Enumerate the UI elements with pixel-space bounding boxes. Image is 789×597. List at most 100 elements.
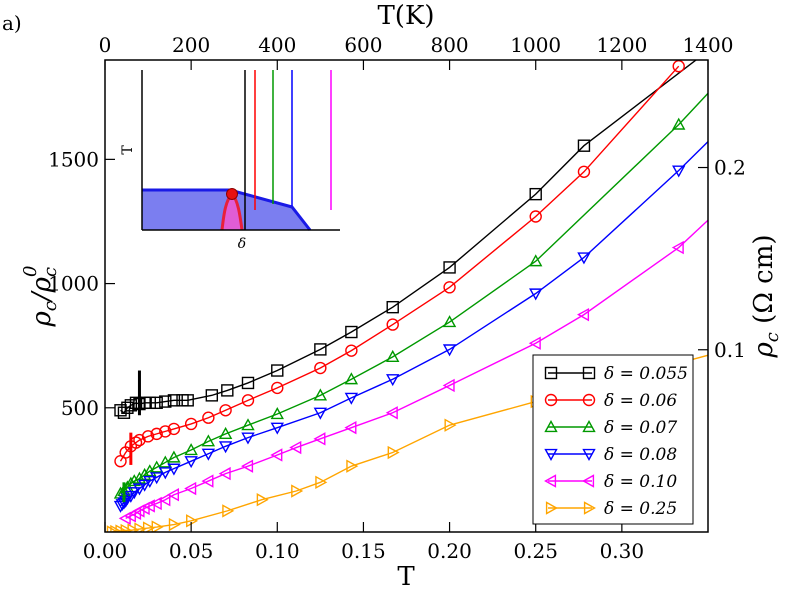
data-point: [256, 493, 269, 507]
top-x-tick-label: 600: [344, 33, 382, 57]
data-point: [270, 407, 284, 420]
vertical-marker-layer: [122, 370, 141, 503]
legend-marker: [582, 366, 596, 380]
x-tick-label: 0.00: [83, 539, 128, 563]
x-tick-label: 0.30: [600, 539, 645, 563]
data-point: [158, 467, 172, 480]
y-tick-label: 1000: [48, 272, 99, 296]
data-point: [184, 443, 198, 456]
y-label-sup: 0: [20, 266, 41, 277]
legend-entry: δ = 0.06: [544, 391, 677, 411]
data-point: [313, 407, 328, 420]
data-point: [385, 406, 398, 420]
data-point: [577, 252, 591, 265]
data-point: [529, 210, 542, 223]
top-x-tick-label: 1400: [683, 33, 734, 57]
data-point: [345, 325, 358, 339]
data-point: [202, 411, 215, 424]
series-line-0.055: [120, 60, 698, 414]
data-point: [149, 496, 162, 511]
legend-box: [532, 354, 694, 525]
data-point: [241, 459, 254, 473]
data-point: [167, 463, 181, 476]
data-point: [529, 187, 542, 201]
data-point: [159, 395, 172, 408]
data-point: [577, 165, 591, 178]
right-label-rest: (Ω cm): [749, 235, 779, 333]
data-point: [159, 425, 172, 438]
data-point: [201, 448, 216, 461]
data-point: [289, 440, 302, 455]
legend-marker: [582, 420, 596, 433]
data-point: [106, 525, 119, 532]
data-point: [184, 417, 198, 431]
legend-marker: [545, 501, 558, 515]
y-label-rho: ρ: [27, 311, 57, 328]
data-point: [137, 479, 152, 492]
data-point: [218, 426, 233, 439]
data-point: [315, 475, 328, 490]
x-tick-label: 0.15: [341, 539, 386, 563]
data-point: [142, 499, 155, 513]
data-point: [313, 432, 326, 446]
data-point: [219, 404, 232, 417]
data-point: [270, 448, 283, 462]
data-point: [344, 372, 359, 385]
data-point: [181, 394, 194, 407]
data-point: [270, 422, 284, 435]
data-point: [120, 523, 133, 532]
inset-y-label: T: [120, 145, 136, 155]
top-x-tick-label: 200: [172, 33, 210, 57]
data-point: [241, 418, 255, 431]
data-point: [313, 388, 328, 401]
legend-marker: [582, 393, 596, 407]
series-0.10: [118, 199, 730, 526]
top-x-tick-label: 800: [430, 33, 468, 57]
phase-diagram-inset: T δ: [120, 70, 340, 252]
data-point: [150, 427, 163, 441]
y-axis-label: ρc/ρc0: [20, 266, 61, 328]
data-point: [529, 288, 543, 301]
x-tick-label: 0.20: [427, 539, 472, 563]
data-point: [271, 381, 284, 395]
series-line-0.10: [125, 219, 708, 519]
data-point: [127, 487, 141, 500]
data-point: [672, 165, 686, 178]
legend-label: δ = 0.10: [604, 472, 677, 492]
series-0.07: [113, 92, 708, 499]
top-x-tick-label: 1200: [596, 33, 647, 57]
y-label-sub2: c: [40, 267, 61, 277]
y-tick-label: 1500: [48, 147, 99, 171]
data-point: [168, 517, 181, 532]
right-y-tick-label: 0.1: [714, 338, 746, 362]
data-point: [387, 445, 400, 460]
data-point: [143, 475, 157, 489]
legend-label: δ = 0.055: [604, 364, 688, 384]
inset-blue-edge: [142, 188, 312, 231]
legend-marker: [544, 448, 558, 461]
series-layer: [106, 60, 731, 532]
data-point: [129, 396, 143, 410]
data-point: [442, 315, 457, 328]
data-point: [720, 199, 730, 210]
right-label-rho: ρ: [749, 341, 779, 358]
top-x-tick-label: 1000: [510, 33, 561, 57]
top-x-tick-label: 0: [99, 33, 112, 57]
data-point: [529, 254, 543, 267]
legend-label: δ = 0.25: [604, 499, 677, 519]
data-point: [443, 261, 456, 274]
data-point: [344, 392, 359, 405]
data-point: [444, 418, 457, 432]
right-y-axis-label: ρc (Ω cm): [749, 235, 783, 359]
data-point: [672, 117, 686, 130]
data-point: [150, 396, 163, 410]
data-point: [143, 396, 156, 410]
data-point: [720, 120, 731, 130]
data-point: [528, 336, 541, 350]
legend-marker: [544, 420, 558, 433]
data-point: [218, 441, 233, 454]
legend-entry: δ = 0.07: [544, 418, 677, 438]
legend-label: δ = 0.08: [604, 445, 677, 465]
